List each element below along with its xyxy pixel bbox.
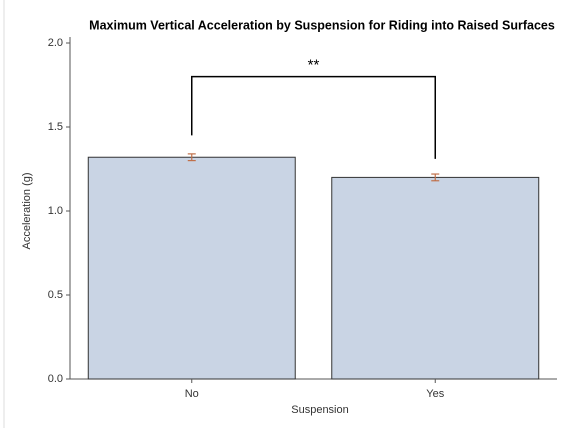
y-tick-label: 1.5 bbox=[48, 121, 63, 133]
y-tick-label: 0.0 bbox=[48, 373, 63, 385]
y-tick-label: 1.0 bbox=[48, 205, 63, 217]
x-tick-label: Yes bbox=[426, 388, 444, 400]
bar bbox=[87, 156, 296, 380]
error-bar bbox=[187, 153, 196, 162]
significance-bracket bbox=[191, 75, 436, 159]
chart-title: Maximum Vertical Acceleration by Suspens… bbox=[89, 18, 555, 32]
x-axis-label: Suspension bbox=[291, 404, 349, 416]
bar bbox=[331, 176, 540, 380]
y-axis-label: Acceleration (g) bbox=[21, 172, 33, 249]
y-tick-label: 2.0 bbox=[48, 37, 63, 49]
error-bar bbox=[431, 173, 440, 182]
y-tick-label: 0.5 bbox=[48, 289, 63, 301]
x-tick-label: No bbox=[185, 388, 199, 400]
significance-label: ** bbox=[308, 57, 320, 74]
